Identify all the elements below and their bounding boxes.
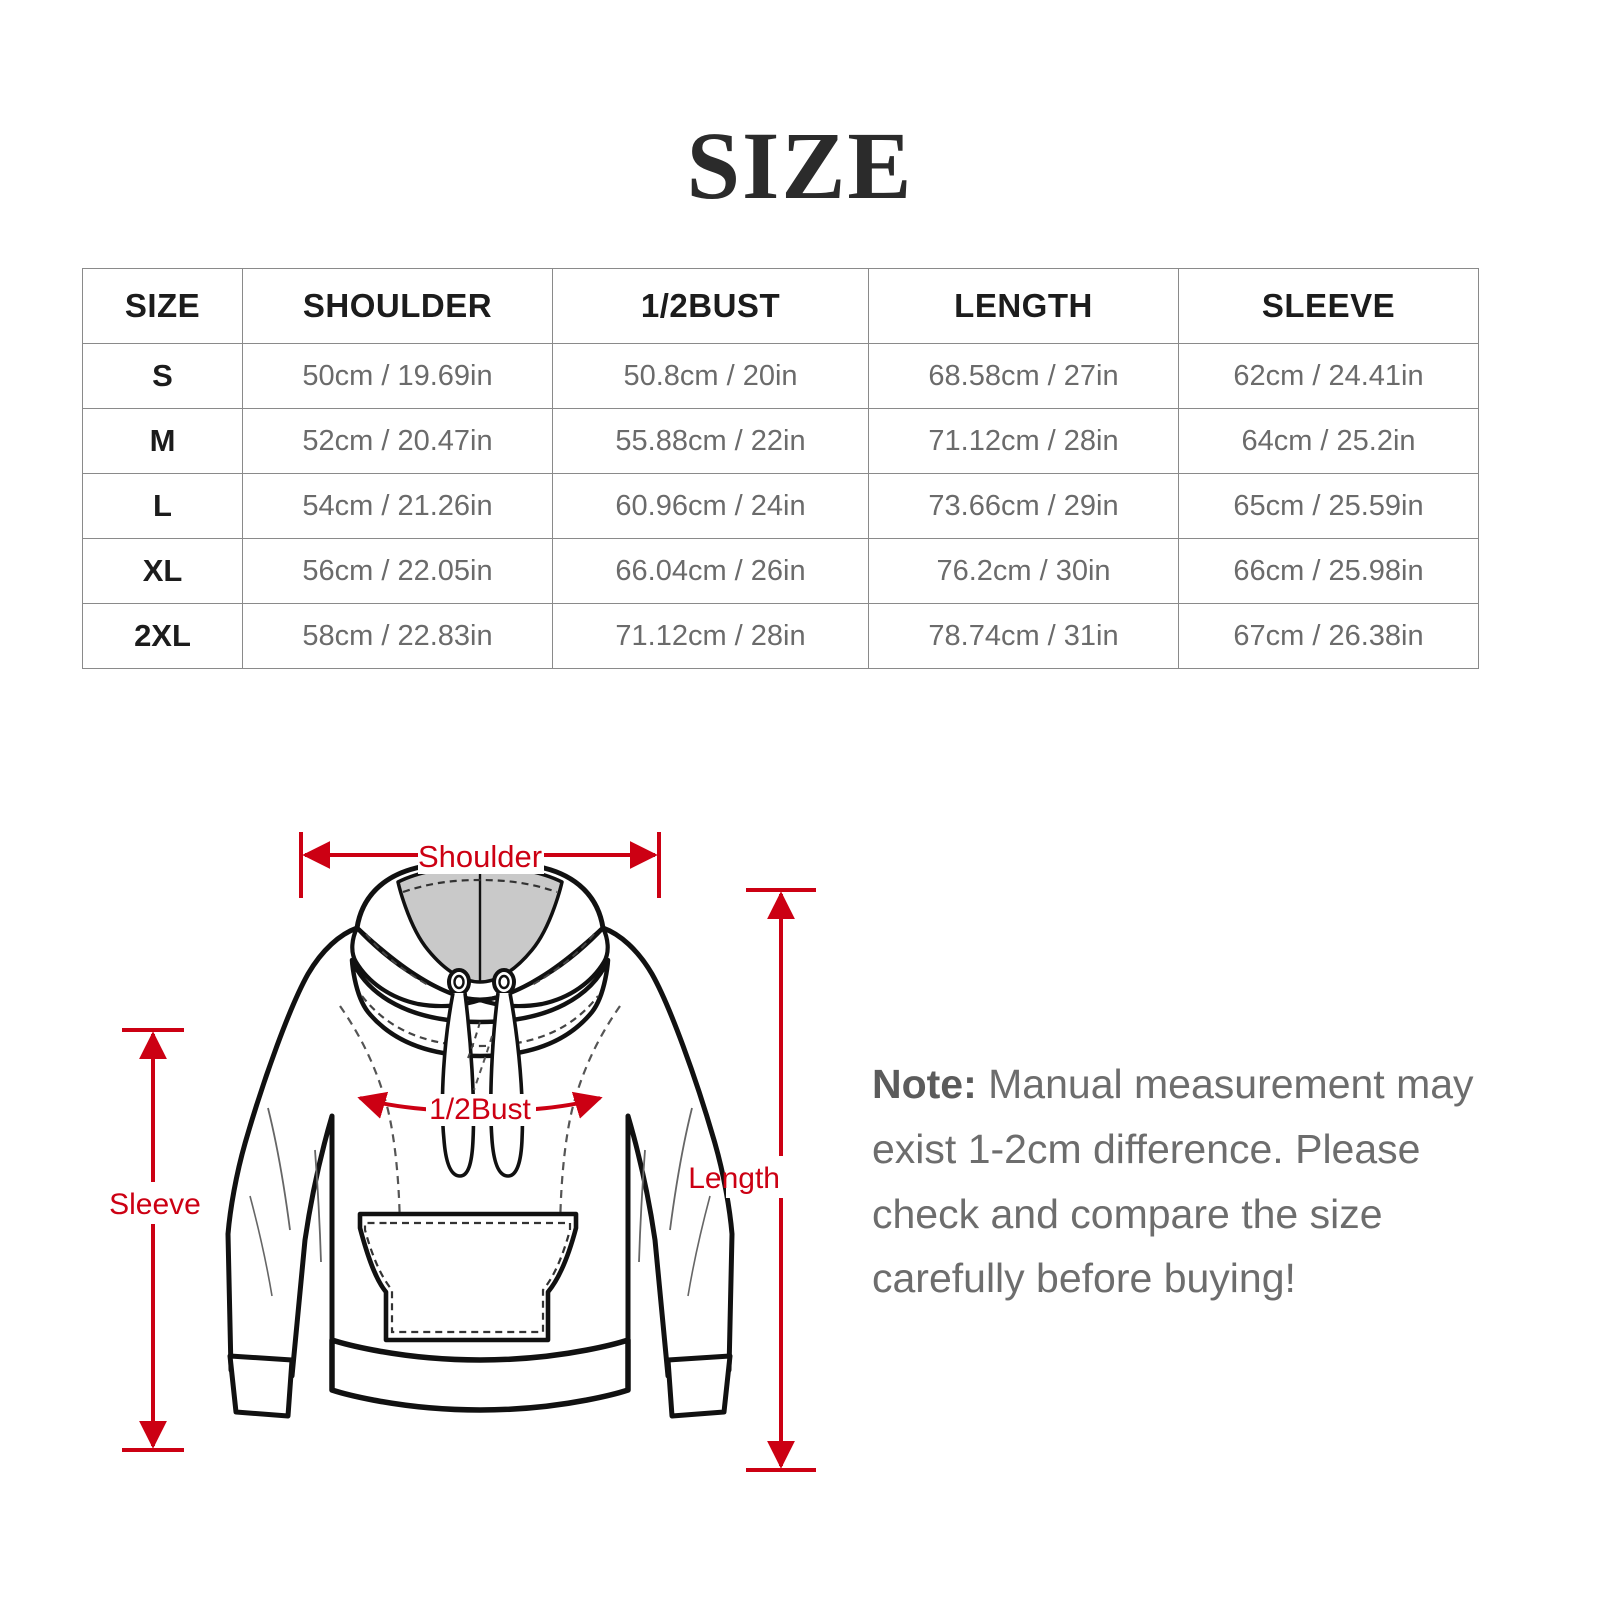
cell-bust: 50.8cm / 20in [552, 343, 869, 409]
drawstring-cords [440, 992, 525, 1178]
cell-size: XL [82, 538, 243, 604]
shoulder-measurement-arrow [299, 832, 661, 898]
cell-size: L [82, 473, 243, 539]
shoulder-label: Shoulder [418, 839, 542, 874]
cell-bust: 55.88cm / 22in [552, 408, 869, 474]
cell-length: 78.74cm / 31in [868, 603, 1179, 669]
note-block: Note: Manual measurement may exist 1-2cm… [872, 1052, 1492, 1311]
size-table: SIZE SHOULDER 1/2BUST LENGTH SLEEVE S 50… [82, 268, 1479, 669]
note-label: Note: [872, 1061, 977, 1107]
garment-measurement-diagram: Shoulder 1/2Bust Sleeve Length [100, 810, 860, 1510]
table-row: S 50cm / 19.69in 50.8cm / 20in 68.58cm /… [82, 343, 1479, 409]
cell-sleeve: 67cm / 26.38in [1178, 603, 1479, 669]
cell-bust: 66.04cm / 26in [552, 538, 869, 604]
cell-size: S [82, 343, 243, 409]
bust-label: 1/2Bust [429, 1093, 531, 1126]
table-row: XL 56cm / 22.05in 66.04cm / 26in 76.2cm … [82, 538, 1479, 604]
sleeve-measurement-arrow [110, 1028, 200, 1452]
size-table-container: SIZE SHOULDER 1/2BUST LENGTH SLEEVE S 50… [82, 268, 1479, 669]
bust-measurement-arrow [357, 1091, 603, 1126]
cell-shoulder: 58cm / 22.83in [242, 603, 553, 669]
cell-shoulder: 54cm / 21.26in [242, 473, 553, 539]
drawstring-eyelet-right [492, 968, 516, 996]
page-title: SIZE [686, 112, 914, 219]
length-measurement-arrow [726, 888, 816, 1472]
kangaroo-pocket [357, 1211, 579, 1343]
cell-shoulder: 50cm / 19.69in [242, 343, 553, 409]
cell-sleeve: 64cm / 25.2in [1178, 408, 1479, 474]
cell-bust: 60.96cm / 24in [552, 473, 869, 539]
hoodie-illustration [225, 857, 735, 1419]
table-header-row: SIZE SHOULDER 1/2BUST LENGTH SLEEVE [82, 268, 1479, 344]
cell-bust: 71.12cm / 28in [552, 603, 869, 669]
cell-length: 71.12cm / 28in [868, 408, 1179, 474]
table-row: 2XL 58cm / 22.83in 71.12cm / 28in 78.74c… [82, 603, 1479, 669]
cell-length: 73.66cm / 29in [868, 473, 1179, 539]
cell-shoulder: 56cm / 22.05in [242, 538, 553, 604]
note-text: Manual measurement may exist 1-2cm diffe… [872, 1061, 1474, 1302]
cell-length: 76.2cm / 30in [868, 538, 1179, 604]
column-header-size: SIZE [82, 268, 243, 344]
column-header-shoulder: SHOULDER [242, 268, 553, 344]
cell-sleeve: 65cm / 25.59in [1178, 473, 1479, 539]
cell-sleeve: 66cm / 25.98in [1178, 538, 1479, 604]
column-header-bust: 1/2BUST [552, 268, 869, 344]
table-row: L 54cm / 21.26in 60.96cm / 24in 73.66cm … [82, 473, 1479, 539]
column-header-length: LENGTH [868, 268, 1179, 344]
column-header-sleeve: SLEEVE [1178, 268, 1479, 344]
cell-size: M [82, 408, 243, 474]
cell-length: 68.58cm / 27in [868, 343, 1179, 409]
cell-size: 2XL [82, 603, 243, 669]
sleeve-label: Sleeve [109, 1188, 201, 1221]
cell-shoulder: 52cm / 20.47in [242, 408, 553, 474]
table-row: M 52cm / 20.47in 55.88cm / 22in 71.12cm … [82, 408, 1479, 474]
length-label: Length [688, 1162, 780, 1195]
drawstring-eyelet-left [447, 968, 471, 996]
cell-sleeve: 62cm / 24.41in [1178, 343, 1479, 409]
